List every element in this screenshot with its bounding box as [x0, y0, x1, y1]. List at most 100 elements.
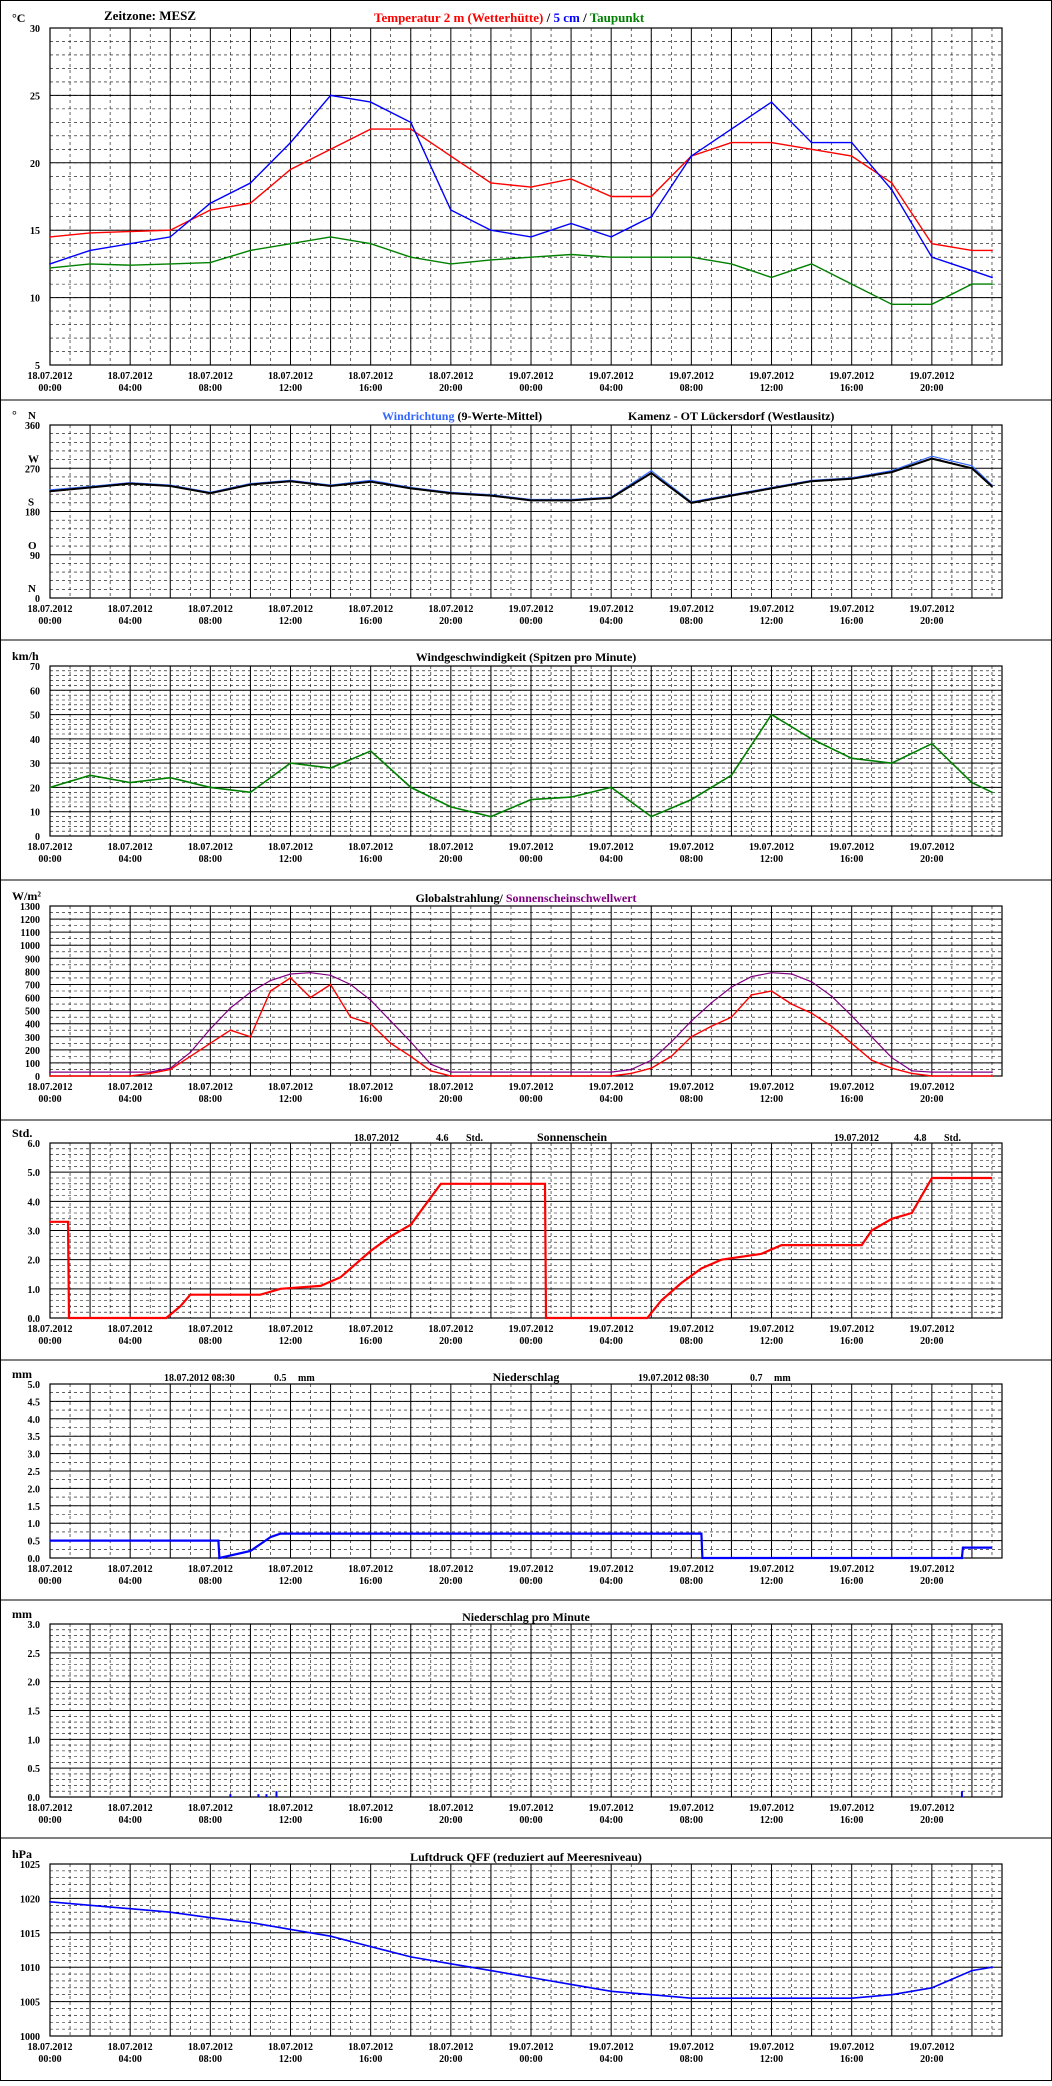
x-tick-date: 19.07.2012 [749, 604, 794, 615]
x-tick-date: 18.07.2012 [348, 604, 393, 615]
x-tick-date: 19.07.2012 [509, 1564, 554, 1575]
x-tick-date: 18.07.2012 [28, 842, 73, 853]
data-point-pressure-0 [931, 1986, 933, 1989]
x-tick-date: 18.07.2012 [348, 2042, 393, 2053]
x-tick-time: 16:00 [359, 2054, 382, 2065]
y-axis-unit: hPa [12, 1847, 32, 1861]
data-point-temperature-2 [530, 256, 532, 259]
data-point-radiation-1 [830, 995, 833, 998]
y-tick-label: 4.0 [28, 1197, 41, 1208]
x-tick-time: 00:00 [519, 383, 542, 394]
y-tick-label: 2.0 [28, 1256, 41, 1267]
data-point-temperature-1 [530, 236, 532, 238]
x-tick-date: 19.07.2012 [509, 1082, 554, 1093]
y-tick-label: 1.0 [28, 1735, 41, 1746]
x-tick-time: 08:00 [199, 2054, 222, 2065]
data-point-pressure-0 [770, 1997, 773, 2000]
x-tick-time: 00:00 [519, 854, 542, 865]
data-point-temperature-1 [369, 101, 372, 103]
x-tick-date: 18.07.2012 [428, 1803, 473, 1814]
data-point-temperature-1 [49, 263, 51, 265]
data-point-radiation-0 [670, 1055, 673, 1058]
x-tick-date: 18.07.2012 [268, 1803, 313, 1814]
series-line-sunshine-0 [50, 1176, 992, 1320]
data-point-temperature-2 [449, 263, 452, 265]
y-tick-label: 600 [25, 994, 40, 1005]
x-tick-time: 16:00 [840, 1336, 863, 1347]
x-tick-date: 19.07.2012 [909, 1803, 954, 1814]
data-point-winddir-1 [850, 477, 853, 480]
x-tick-time: 12:00 [760, 1576, 783, 1587]
y-tick-label: 50 [30, 711, 40, 722]
y-tick-label: 1100 [21, 928, 40, 939]
data-point-radiation-1 [710, 1001, 713, 1004]
x-tick-date: 18.07.2012 [188, 1082, 233, 1093]
x-tick-time: 04:00 [118, 1815, 141, 1826]
x-tick-date: 18.07.2012 [268, 842, 313, 853]
x-tick-time: 12:00 [760, 2054, 783, 2065]
y-tick-label: 20 [30, 783, 40, 794]
data-point-radiation-0 [189, 1055, 192, 1058]
x-tick-date: 18.07.2012 [428, 2042, 473, 2053]
x-tick-time: 00:00 [519, 1094, 542, 1105]
data-point-winddir-1 [730, 494, 733, 497]
x-tick-date: 19.07.2012 [909, 604, 954, 615]
x-tick-time: 12:00 [279, 1336, 302, 1347]
data-point-radiation-0 [349, 1016, 352, 1019]
data-point-temperature-2 [931, 303, 933, 306]
data-point-windspeed-0 [730, 774, 733, 777]
x-tick-time: 20:00 [439, 854, 462, 865]
x-tick-time: 20:00 [439, 383, 462, 394]
data-point-temperature-2 [650, 256, 653, 259]
x-tick-time: 12:00 [760, 1094, 783, 1105]
x-tick-time: 00:00 [38, 1094, 61, 1105]
y-tick-label: 3.5 [28, 1432, 41, 1443]
data-point-radiation-1 [850, 1014, 853, 1017]
data-point-winddir-1 [249, 483, 252, 486]
x-tick-date: 19.07.2012 [829, 371, 874, 382]
y-axis-unit: km/h [12, 649, 39, 663]
data-point-pressure-0 [971, 1969, 973, 1972]
data-point-radiation-1 [189, 1051, 192, 1054]
data-point-temperature-0 [971, 249, 973, 252]
y-tick-label: 2.5 [28, 1467, 41, 1478]
data-point-temperature-2 [971, 283, 973, 285]
y-tick-label: 360 [25, 421, 40, 432]
x-tick-date: 18.07.2012 [348, 1324, 393, 1335]
data-point-windspeed-0 [991, 791, 993, 794]
data-point-temperature-0 [730, 141, 733, 144]
y-tick-label: 0.0 [28, 1314, 41, 1325]
y-tick-label: 3.0 [28, 1620, 41, 1631]
data-point-winddir-1 [890, 471, 893, 473]
data-point-windspeed-0 [209, 786, 212, 789]
x-tick-date: 19.07.2012 [669, 1564, 714, 1575]
data-point-temperature-0 [810, 148, 813, 151]
data-point-radiation-1 [770, 971, 773, 974]
x-tick-date: 18.07.2012 [28, 1564, 73, 1575]
data-point-radiation-0 [971, 1075, 973, 1077]
title-mittel: (9-Werte-Mittel) [454, 409, 542, 423]
data-point-temperature-2 [890, 303, 893, 306]
y-tick-label: 60 [30, 686, 40, 697]
x-tick-time: 12:00 [279, 616, 302, 627]
x-tick-time: 00:00 [38, 1576, 61, 1587]
panel-radiation: 0 100 200 300 400 500 600 700 800 900 1000 1100 1200… [0, 889, 1052, 1121]
data-point-temperature-0 [890, 182, 893, 184]
data-point-temperature-0 [610, 195, 613, 198]
x-tick-time: 04:00 [600, 854, 623, 865]
data-point-pressure-0 [369, 1945, 372, 1948]
y-tick-label: 1.5 [28, 1502, 41, 1513]
data-point-windspeed-0 [49, 786, 51, 789]
data-point-radiation-1 [389, 1020, 392, 1022]
chart-title: Niederschlag pro Minute [462, 1610, 590, 1624]
data-point-radiation-1 [490, 1071, 492, 1073]
x-tick-time: 08:00 [199, 854, 222, 865]
chart-title: Temperatur 2 m (Wetterhütte) / 5 cm / Ta… [374, 10, 645, 25]
x-tick-date: 19.07.2012 [909, 1564, 954, 1575]
x-tick-time: 12:00 [279, 1815, 302, 1826]
data-point-temperature-0 [249, 202, 252, 205]
x-tick-time: 16:00 [359, 1094, 382, 1105]
x-tick-time: 20:00 [920, 1815, 943, 1826]
data-point-temperature-1 [169, 236, 172, 238]
